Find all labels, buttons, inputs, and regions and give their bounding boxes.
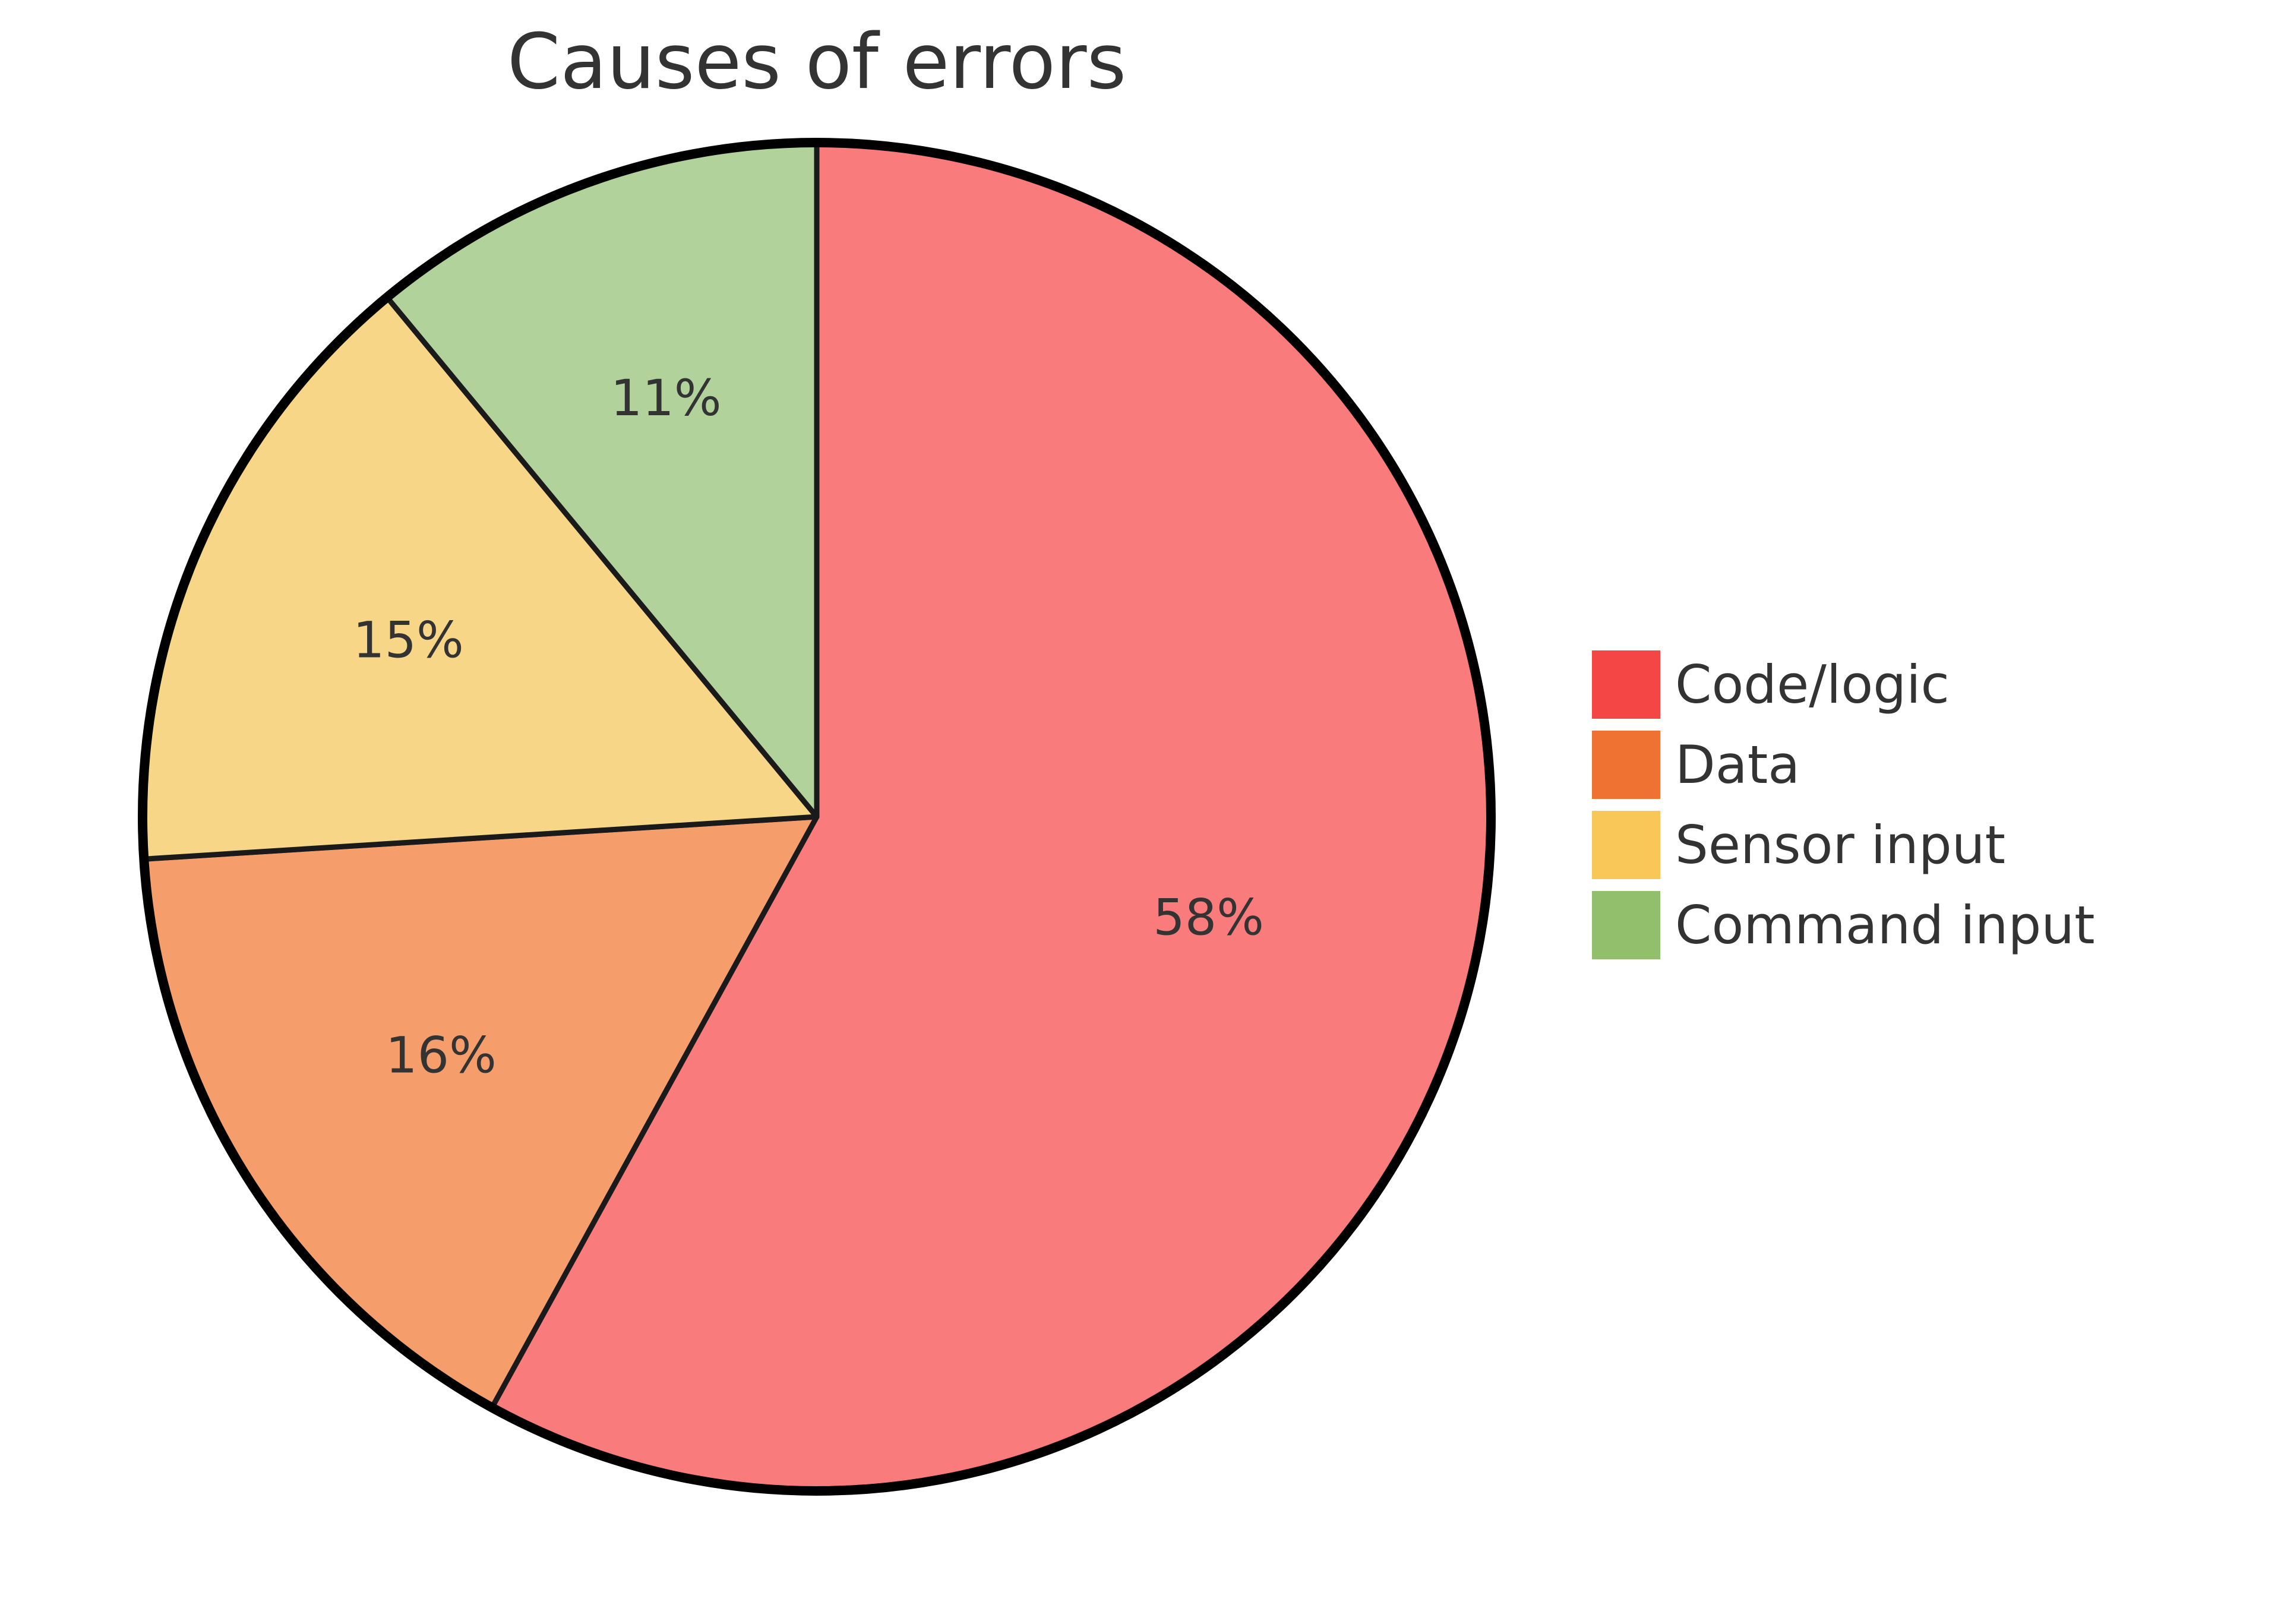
legend-swatch-data [1592,731,1660,799]
pie-slices [140,140,1494,1494]
legend-label-sensor-input: Sensor input [1675,814,2005,876]
legend-label-code-logic: Code/logic [1675,654,1950,715]
legend-swatch-command-input [1592,891,1660,959]
legend-label-data: Data [1675,734,1800,795]
slice-labels: 58% 16% 15% 11% [353,369,1264,1084]
slice-label-data: 16% [386,1026,497,1084]
chart-title: Causes of errors [507,18,1126,106]
legend: Code/logic Data Sensor input Command input [1592,650,2095,959]
pie-outline [138,138,1496,1496]
legend-label-command-input: Command input [1675,895,2095,956]
legend-swatch-sensor-input [1592,811,1660,879]
slice-label-command-input: 11% [611,369,722,427]
legend-swatch-code-logic [1592,650,1660,719]
slice-label-sensor-input: 15% [353,611,464,669]
slice-label-code-logic: 58% [1153,888,1264,946]
